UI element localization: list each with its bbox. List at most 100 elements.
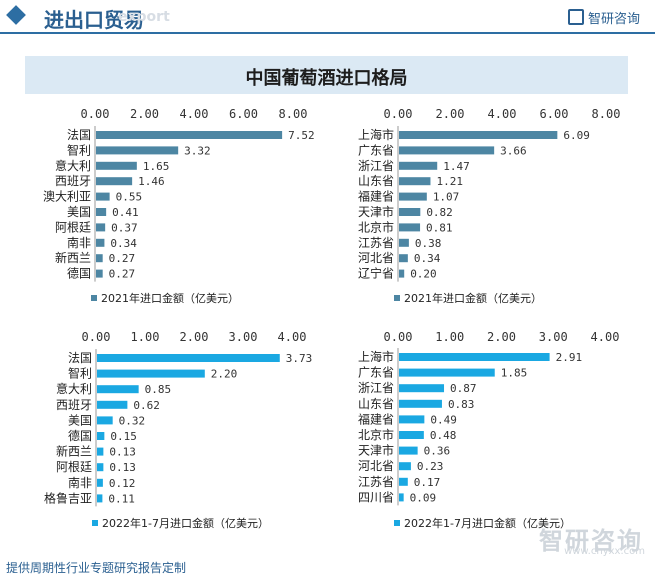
x-tick-label: 6.00 (540, 107, 569, 121)
bar (97, 478, 103, 487)
x-tick-label: 6.00 (229, 107, 258, 121)
data-label: 3.66 (500, 144, 527, 157)
bar (97, 447, 104, 456)
x-tick-label: 2.00 (487, 330, 516, 344)
category-label: 德国 (68, 428, 92, 443)
category-label: 山东省 (358, 397, 394, 411)
data-label: 1.47 (443, 160, 470, 173)
data-label: 0.49 (430, 413, 457, 426)
x-tick-label: 0.00 (81, 107, 110, 121)
category-label: 上海市 (358, 349, 394, 364)
bar (399, 477, 408, 486)
bar (96, 269, 103, 278)
data-label: 0.32 (119, 414, 145, 427)
banner-title: 中国葡萄酒进口格局 (245, 68, 408, 88)
data-label: 0.85 (145, 383, 172, 396)
bar (96, 161, 137, 170)
data-label: 0.38 (415, 237, 442, 250)
bar (399, 368, 495, 377)
bar (399, 431, 424, 439)
data-label: 0.09 (410, 491, 437, 504)
bar (399, 384, 445, 393)
category-label: 广东省 (358, 366, 394, 380)
bar (399, 493, 404, 502)
x-tick-label: 1.00 (131, 330, 160, 344)
bar (97, 463, 104, 472)
legend-label: 2021年进口金额（亿美元） (404, 291, 542, 305)
category-label: 美国 (67, 205, 91, 219)
data-label: 7.52 (288, 129, 315, 142)
chart-banner: 中国葡萄酒进口格局 (25, 56, 628, 94)
category-label: 天津市 (358, 204, 394, 219)
x-tick-label: 4.00 (278, 330, 307, 344)
watermark-brand: 智研咨询 (539, 527, 643, 555)
category-label: 辽宁省 (358, 266, 394, 281)
data-label: 0.81 (426, 221, 453, 234)
data-label: 0.27 (109, 268, 135, 281)
bar (96, 208, 107, 216)
category-label: 新西兰 (56, 444, 92, 459)
bar (96, 131, 283, 139)
category-label: 天津市 (358, 443, 394, 458)
bar (399, 131, 558, 139)
data-label: 0.27 (109, 252, 135, 265)
category-label: 意大利 (55, 158, 91, 173)
x-tick-label: 4.00 (591, 330, 620, 344)
bar (399, 415, 425, 424)
data-label: 1.65 (143, 160, 170, 173)
category-label: 澳大利亚 (43, 190, 91, 204)
category-label: 福建省 (358, 189, 394, 204)
bar (399, 399, 442, 408)
header-divider (0, 32, 655, 34)
x-tick-label: 1.00 (435, 330, 464, 344)
data-label: 3.73 (286, 352, 313, 365)
category-label: 江苏省 (358, 475, 394, 489)
data-label: 0.23 (417, 460, 444, 473)
category-label: 北京市 (358, 427, 394, 442)
data-label: 0.48 (430, 429, 457, 442)
category-label: 河北省 (358, 459, 394, 473)
category-label: 广东省 (358, 143, 394, 157)
data-label: 1.07 (433, 191, 460, 204)
brand-logo: 智研咨询 (568, 8, 640, 27)
category-label: 浙江省 (358, 381, 394, 395)
data-label: 0.34 (110, 237, 137, 250)
bar (399, 223, 421, 232)
data-label: 0.11 (108, 492, 135, 505)
category-label: 西班牙 (55, 174, 91, 188)
data-label: 0.82 (426, 206, 453, 219)
data-label: 0.41 (112, 206, 138, 219)
bar (399, 269, 405, 278)
x-tick-label: 0.00 (384, 330, 413, 344)
data-label: 2.91 (556, 351, 583, 364)
data-label: 0.13 (109, 461, 135, 474)
bar (97, 432, 105, 440)
category-label: 法国 (68, 351, 92, 365)
data-label: 0.37 (111, 221, 138, 234)
data-label: 0.34 (414, 252, 441, 265)
bar (96, 146, 179, 155)
data-label: 3.32 (184, 144, 211, 157)
category-label: 格鲁吉亚 (44, 490, 92, 505)
data-label: 0.17 (414, 476, 441, 489)
x-tick-label: 0.00 (384, 107, 413, 121)
bar (399, 161, 438, 170)
bar (399, 208, 421, 216)
category-label: 阿根廷 (55, 220, 91, 234)
category-label: 浙江省 (358, 159, 394, 173)
bar (97, 400, 128, 409)
bar (97, 416, 113, 425)
legend-label: 2022年1-7月进口金额（亿美元） (102, 516, 269, 530)
brand-name: 智研咨询 (588, 12, 641, 27)
category-label: 四川省 (358, 490, 394, 504)
category-label: 美国 (68, 413, 92, 427)
legend-swatch (394, 295, 400, 301)
bar (399, 146, 495, 155)
x-tick-label: 3.00 (229, 330, 258, 344)
x-tick-label: 4.00 (488, 107, 517, 121)
bar (97, 385, 139, 394)
bar (399, 353, 550, 361)
category-label: 北京市 (358, 219, 394, 234)
bar (399, 462, 411, 471)
